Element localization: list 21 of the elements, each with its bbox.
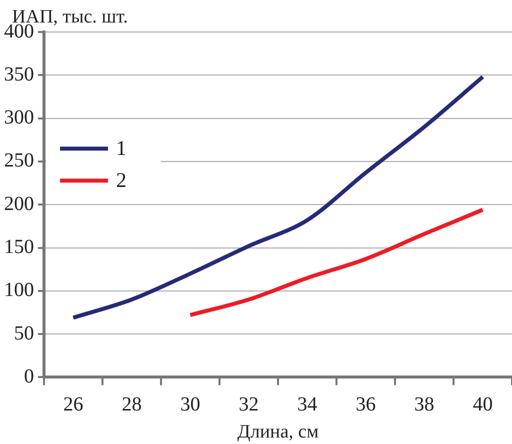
y-tick-label: 200 (4, 192, 34, 215)
x-tick-label: 36 (356, 393, 376, 416)
x-tick-label: 34 (297, 393, 318, 416)
y-tick-label: 350 (4, 63, 34, 86)
y-tick-label: 0 (24, 365, 34, 388)
y-tick-label: 300 (4, 106, 34, 129)
line-series (188, 208, 485, 318)
x-tick-label: 30 (180, 393, 200, 416)
x-tick-label: 38 (414, 393, 434, 416)
line-series (71, 74, 485, 320)
x-axis-title: Длина, см (237, 422, 319, 443)
y-tick-label: 50 (14, 322, 34, 344)
legend-label: 2 (116, 168, 126, 192)
x-tick-label: 40 (472, 393, 493, 416)
legend-label: 1 (116, 136, 126, 160)
x-tick-label: 26 (63, 393, 84, 416)
y-tick-label: 250 (4, 150, 34, 172)
y-tick-label: 100 (4, 279, 34, 302)
x-tick-label: 32 (238, 393, 259, 416)
x-tick-label: 28 (122, 393, 142, 416)
y-tick-label: 150 (4, 236, 34, 258)
